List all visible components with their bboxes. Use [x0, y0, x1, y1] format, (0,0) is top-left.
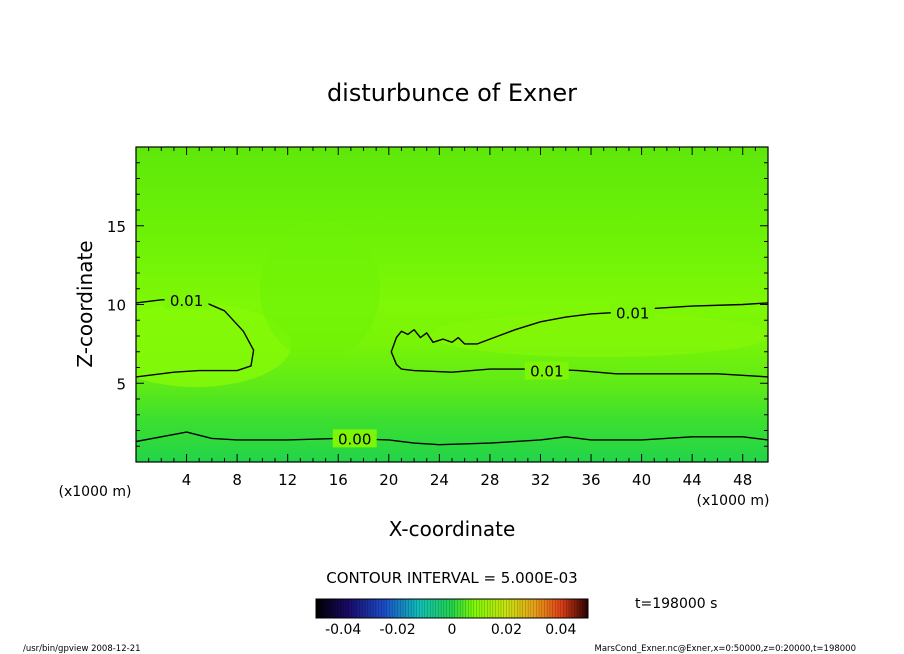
x-tick-label-11: 48: [733, 471, 752, 489]
contour-label-bg-3: [610, 303, 655, 322]
x-axis-title: X-coordinate: [389, 517, 516, 541]
time-label: t=198000 s: [635, 596, 717, 612]
contour-line-0: [136, 431, 768, 446]
contour-label-0: 0.00: [338, 430, 371, 448]
colorbar-tick-label-3: 0.02: [491, 622, 522, 638]
field-dip: [260, 220, 380, 360]
field-max-right: [430, 313, 768, 357]
contour-label-2: 0.01: [530, 363, 563, 381]
colorbar-tick-label-2: 0: [448, 622, 457, 638]
x-tick-label-8: 36: [581, 471, 600, 489]
y-tick-label-2: 15: [107, 218, 126, 236]
x-unit-label-left: (x1000 m): [59, 484, 132, 500]
x-tick-label-10: 44: [683, 471, 702, 489]
contour-label-1: 0.01: [170, 292, 203, 310]
x-tick-label-4: 20: [379, 471, 398, 489]
colorbar-tick-label-4: 0.04: [545, 622, 576, 638]
contour-interval: CONTOUR INTERVAL = 5.000E-03: [326, 569, 577, 587]
colorbar-ticks: -0.04 -0.02 0 0.02 0.04: [325, 622, 576, 638]
plot-area: [136, 147, 768, 462]
x-tick-label-1: 8: [232, 471, 242, 489]
contour-labels: 0.00 0.01 0.01 0.01: [164, 290, 655, 448]
contour-label-3: 0.01: [616, 304, 649, 322]
field-fill: [136, 147, 768, 462]
x-tick-label-6: 28: [480, 471, 499, 489]
x-tick-label-7: 32: [531, 471, 550, 489]
contour-label-bg-0: [332, 429, 377, 448]
y-tick-label-1: 10: [107, 297, 126, 315]
x-unit-label-right: (x1000 m): [697, 493, 770, 509]
colorbar-stripes: [318, 599, 586, 618]
colorbar-tick-label-0: -0.04: [325, 622, 361, 638]
colorbar-tick-label-1: -0.02: [379, 622, 415, 638]
footer-right: MarsCond_Exner.nc@Exner,x=0:50000,z=0:20…: [594, 644, 856, 654]
x-tick-label-9: 40: [632, 471, 651, 489]
x-tick-label-5: 24: [430, 471, 449, 489]
x-tick-label-0: 4: [182, 471, 192, 489]
contour-label-bg-1: [164, 290, 209, 309]
contour-label-bg-2: [524, 361, 569, 380]
y-tick-label-0: 5: [116, 375, 126, 393]
x-tick-label-3: 16: [329, 471, 348, 489]
colorbar-gradient: [315, 598, 589, 619]
footer-left: /usr/bin/gpview 2008-12-21: [23, 644, 141, 654]
chart-title: disturbunce of Exner: [327, 79, 577, 107]
x-tick-label-2: 12: [278, 471, 297, 489]
field-max-left: [136, 303, 291, 387]
y-axis-title: Z-coordinate: [73, 240, 97, 367]
colorbar: -0.04 -0.02 0 0.02 0.04: [315, 598, 589, 638]
